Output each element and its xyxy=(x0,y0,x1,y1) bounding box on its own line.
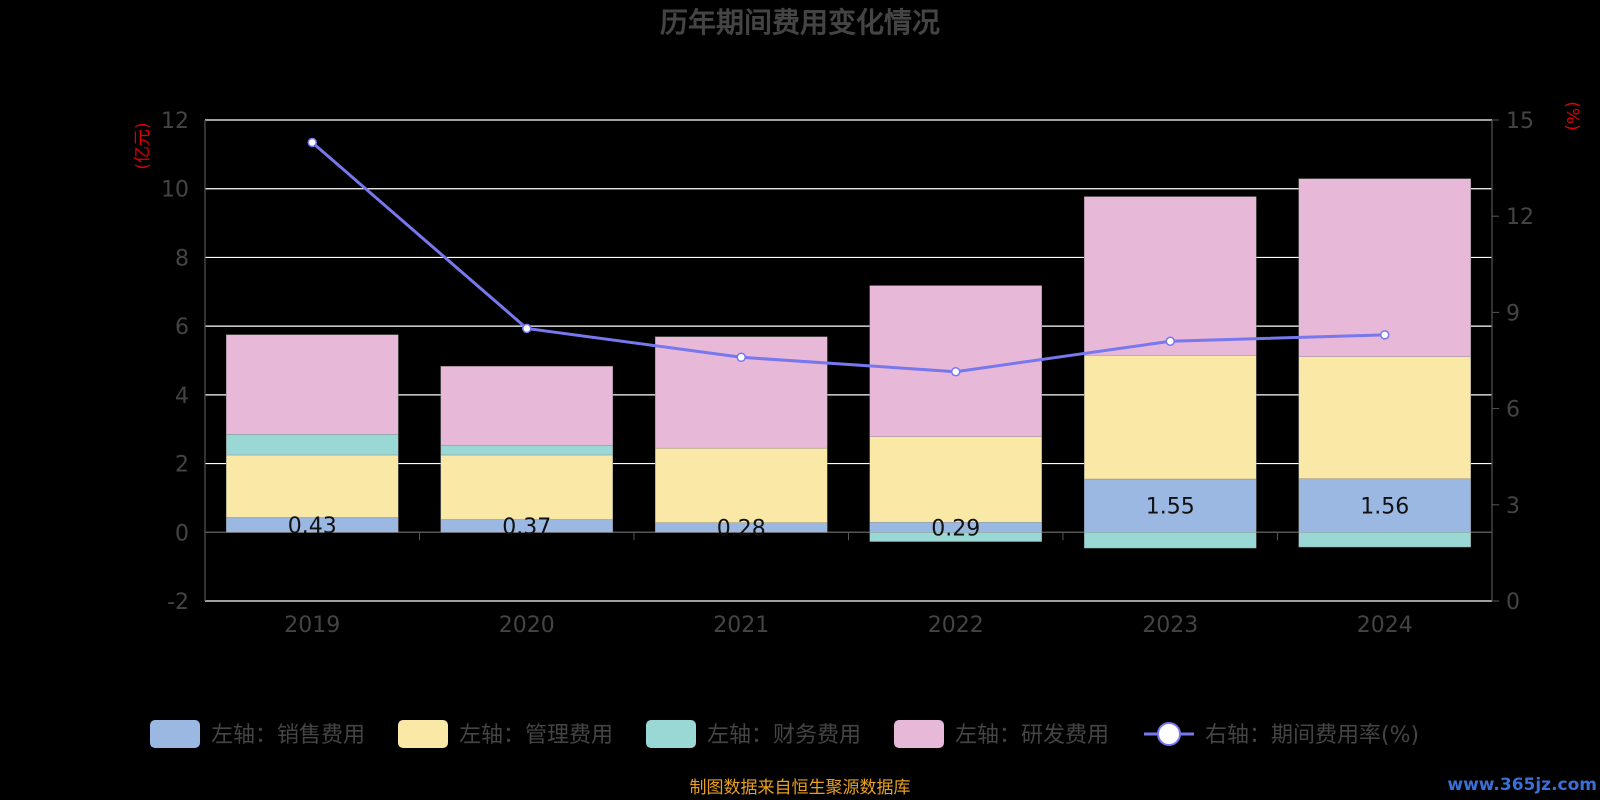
legend-label: 左轴：研发费用 xyxy=(955,723,1109,748)
bar-segment xyxy=(440,366,613,446)
bar-segment xyxy=(1084,478,1257,533)
bar-segment xyxy=(1298,178,1471,357)
rate-line-path xyxy=(311,141,1385,374)
bar-segment xyxy=(869,532,1042,542)
source-note: 制图数据来自恒生聚源数据库 xyxy=(690,778,911,798)
bar-labels: 0.43 0.37 0.28 0.29 1.55 1.56 xyxy=(288,494,1409,541)
rate-point xyxy=(736,352,746,363)
x-tick-label: 2022 xyxy=(928,613,984,638)
legend-swatch xyxy=(150,720,200,748)
bar-value-label: 0.37 xyxy=(502,515,551,540)
legend-label: 左轴：财务费用 xyxy=(707,723,861,748)
left-tick-label: 12 xyxy=(161,109,189,134)
left-tick-label: 6 xyxy=(175,315,189,340)
bar-segment xyxy=(1298,356,1471,479)
x-tick-label: 2021 xyxy=(713,613,769,638)
left-tick-label: 8 xyxy=(175,246,189,271)
bar-value-label: 0.28 xyxy=(717,516,766,541)
bar-segment xyxy=(440,454,613,520)
left-tick-label: 10 xyxy=(161,178,189,203)
right-tick-label: 0 xyxy=(1506,590,1520,615)
bar-segment xyxy=(869,285,1042,437)
bar-segment xyxy=(226,434,399,456)
watermark: www.365jz.com xyxy=(1447,775,1597,795)
left-tick-label: -2 xyxy=(167,590,189,615)
legend-label: 右轴：期间费用率(%) xyxy=(1205,723,1419,748)
left-axis-unit: (亿元) xyxy=(133,122,153,169)
bar-value-label: 0.43 xyxy=(288,514,337,539)
x-tick-label: 2024 xyxy=(1357,613,1413,638)
legend-swatch xyxy=(398,720,448,748)
rate-point xyxy=(1165,336,1175,347)
legend-label: 左轴：管理费用 xyxy=(459,723,613,748)
left-tick-label: 2 xyxy=(175,453,189,478)
rate-point xyxy=(522,323,532,334)
rate-point xyxy=(1380,330,1390,340)
bar-segment xyxy=(226,454,399,518)
bar-value-label: 1.55 xyxy=(1146,495,1195,520)
legend-label: 左轴：销售费用 xyxy=(211,723,365,748)
legend-swatch xyxy=(646,720,696,748)
legend-item: 左轴：研发费用 xyxy=(894,720,1109,748)
legend-swatch xyxy=(894,720,944,748)
bar-segment xyxy=(1084,355,1257,480)
x-tick-label: 2019 xyxy=(284,613,340,638)
x-tick-label: 2023 xyxy=(1142,613,1198,638)
right-tick-label: 9 xyxy=(1506,301,1520,326)
rate-point xyxy=(951,366,961,377)
bar-segment xyxy=(869,436,1042,523)
bar-value-label: 0.29 xyxy=(931,516,980,541)
left-tick-label: 0 xyxy=(175,521,189,546)
chart-title: 历年期间费用变化情况 xyxy=(660,6,940,39)
legend-item: 右轴：期间费用率(%) xyxy=(1144,722,1419,748)
rate-line xyxy=(307,137,1390,377)
right-tick-label: 6 xyxy=(1506,398,1520,423)
legend-item: 左轴：财务费用 xyxy=(646,720,861,748)
bar-segment xyxy=(1084,196,1257,356)
legend-item: 左轴：管理费用 xyxy=(398,720,613,748)
bars xyxy=(226,178,1471,549)
bar-segment xyxy=(1084,532,1257,549)
right-axis-unit: (%) xyxy=(1562,101,1582,130)
rate-point xyxy=(307,137,317,148)
x-tick-label: 2020 xyxy=(499,613,555,638)
axes: -2 0 2 4 6 8 10 12 0 3 6 9 12 15 2019 2020 2021 2022 2023 2… xyxy=(161,109,1534,638)
bar-segment xyxy=(1298,532,1471,548)
bar-segment xyxy=(226,334,399,435)
left-tick-label: 4 xyxy=(175,384,189,409)
legend: 左轴：销售费用 左轴：管理费用 左轴：财务费用 左轴：研发费用 右轴：期间费用率(%) xyxy=(150,720,1419,748)
right-tick-label: 3 xyxy=(1506,494,1520,519)
right-tick-label: 12 xyxy=(1506,205,1534,230)
right-tick-label: 15 xyxy=(1506,109,1534,134)
legend-item: 左轴：销售费用 xyxy=(150,720,365,748)
bar-segment xyxy=(655,447,828,523)
bar-value-label: 1.56 xyxy=(1360,494,1409,519)
bar-segment xyxy=(440,445,613,456)
legend-marker xyxy=(1157,722,1181,746)
